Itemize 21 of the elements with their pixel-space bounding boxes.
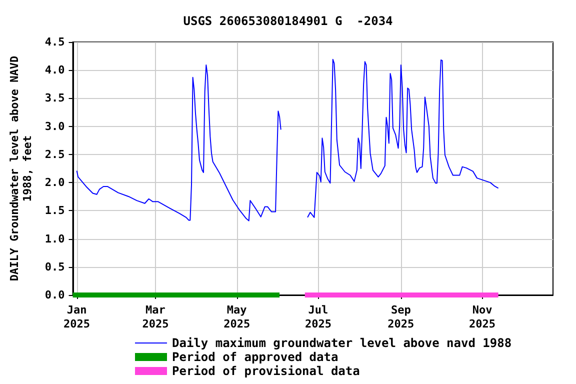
x-tick-label: Sep 2025 [388,304,414,330]
y-tick-label: 3.0 [44,120,65,133]
y-tick-label: 4.0 [44,64,65,77]
legend-label: Daily maximum groundwater level above navd 1988 [172,336,512,350]
y-axis-title: DAILY Groundwater level above NAVD 1988, feet [8,56,34,282]
y-tick-label: 0.5 [44,260,65,274]
x-tick-label: Jan 2025 [64,304,90,330]
x-tick-label: Jul 2025 [304,304,332,330]
chart-title: USGS 260653080184901 G -2034 [183,14,393,28]
x-tick-label: Nov 2025 [469,304,496,330]
y-tick-label: 2.5 [44,148,65,161]
y-tick-label: 1.0 [44,232,65,246]
y-tick-label: 2.0 [44,176,65,190]
legend-label: Period of approved data [172,350,338,364]
legend-label: Period of provisional data [172,364,360,378]
x-tick-label: Mar 2025 [142,304,169,330]
y-tick-label: 0.0 [44,288,65,302]
x-tick-label: May 2025 [224,304,250,330]
y-tick-label: 4.5 [44,36,65,48]
y-tick-label: 1.5 [44,204,65,218]
y-tick-label: 3.5 [44,92,65,105]
